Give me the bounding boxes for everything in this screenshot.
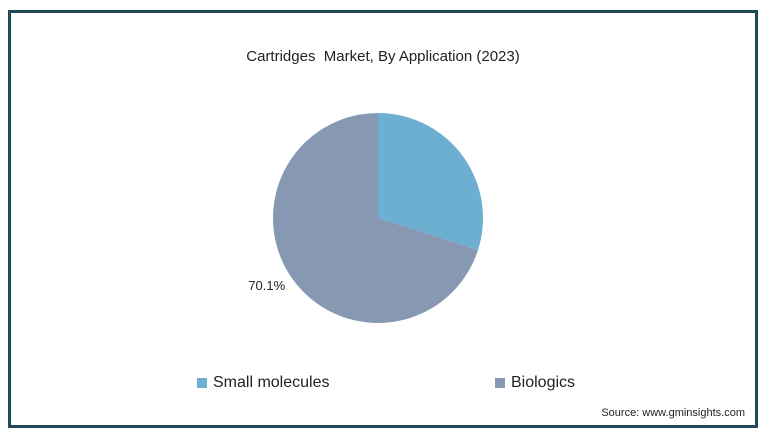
data-label-biologics: 70.1% <box>248 278 285 293</box>
legend-item-small-molecules: Small molecules <box>197 374 329 392</box>
legend-swatch-small-molecules <box>197 378 207 388</box>
legend-label-small-molecules: Small molecules <box>213 374 330 391</box>
chart-frame: Cartridges Market, By Application (2023)… <box>8 10 758 428</box>
legend-item-biologics: Biologics <box>495 374 575 392</box>
legend-label-biologics: Biologics <box>511 374 576 391</box>
legend-swatch-biologics <box>495 378 505 388</box>
pie-slice-small-molecules <box>378 113 483 250</box>
pie-slice-biologics <box>273 113 479 324</box>
legend: Small molecules Biologics <box>11 374 755 396</box>
source-note: Source: www.gminsights.com <box>601 407 745 419</box>
pie-chart: 70.1% <box>248 113 483 324</box>
chart-title: Cartridges Market, By Application (2023) <box>246 48 520 65</box>
